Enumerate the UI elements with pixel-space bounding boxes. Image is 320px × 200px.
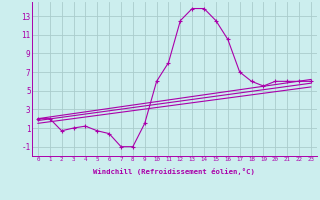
X-axis label: Windchill (Refroidissement éolien,°C): Windchill (Refroidissement éolien,°C) — [93, 168, 255, 175]
